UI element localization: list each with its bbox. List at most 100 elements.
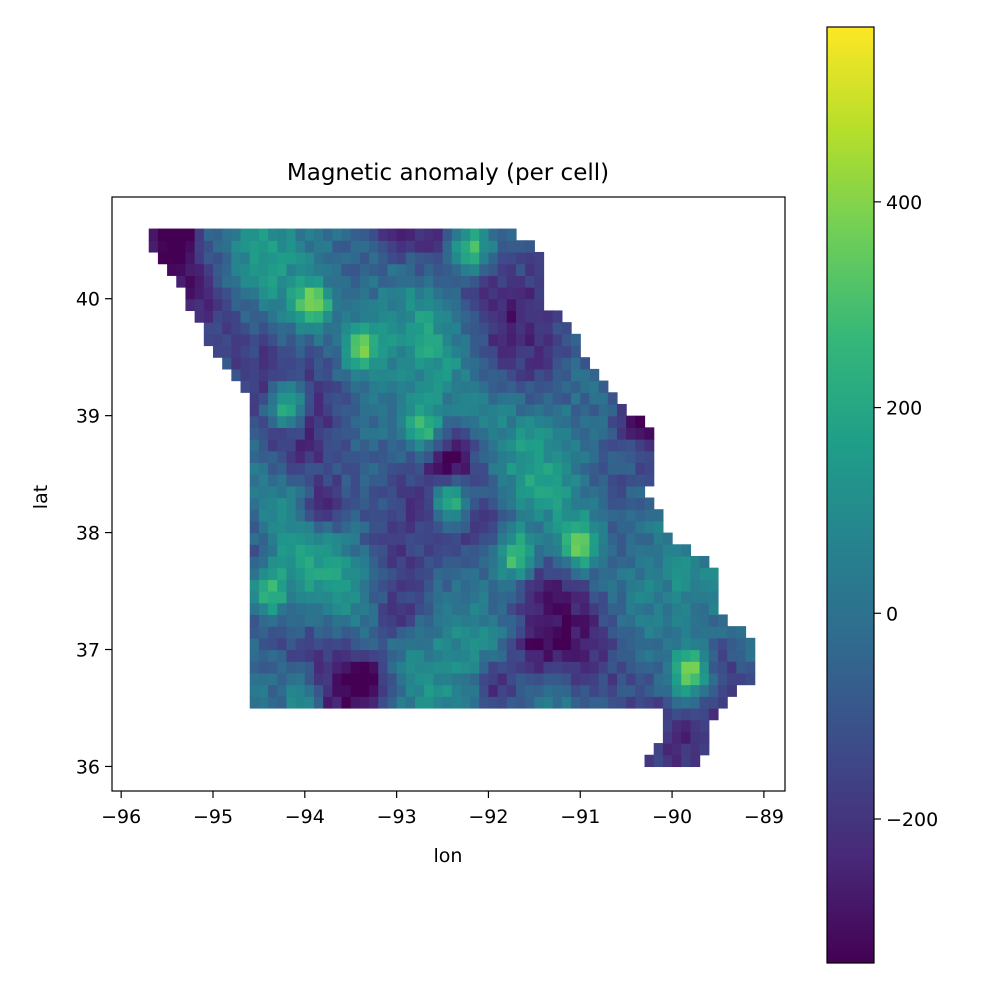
heatmap-cell: [286, 298, 297, 312]
heatmap-cell: [396, 485, 407, 499]
heatmap-cell: [525, 672, 535, 686]
heatmap-cell: [369, 497, 379, 510]
heatmap-cell: [515, 509, 526, 522]
heatmap-cell: [268, 591, 278, 604]
heatmap-cell: [470, 380, 480, 393]
heatmap-cell: [479, 427, 490, 440]
heatmap-cell: [580, 696, 591, 709]
heatmap-cell: [543, 357, 554, 370]
heatmap-cell: [717, 661, 728, 674]
heatmap-cell: [213, 298, 223, 312]
heatmap-cell: [304, 684, 315, 697]
heatmap-cell: [332, 380, 343, 393]
heatmap-cell: [506, 392, 517, 405]
heatmap-cell: [506, 696, 517, 709]
heatmap-cell: [552, 567, 563, 580]
heatmap-cell: [616, 591, 627, 604]
heatmap-cell: [598, 567, 609, 580]
heatmap-cell: [277, 497, 288, 510]
heatmap-cell: [323, 228, 333, 241]
heatmap-cell: [359, 450, 370, 464]
heatmap-cell: [341, 661, 352, 674]
heatmap-cell: [506, 439, 517, 452]
heatmap-cell: [405, 427, 416, 440]
heatmap-cell: [561, 684, 572, 697]
heatmap-cell: [460, 228, 471, 241]
heatmap-cell: [258, 672, 269, 686]
heatmap-cell: [268, 263, 278, 276]
heatmap-cell: [543, 392, 554, 405]
heatmap-cell: [681, 719, 692, 732]
heatmap-cell: [433, 555, 444, 569]
heatmap-cell: [222, 357, 232, 370]
heatmap-cell: [405, 251, 416, 265]
heatmap-cell: [277, 555, 288, 569]
heatmap-cell: [662, 707, 673, 721]
heatmap-cell: [488, 415, 499, 428]
heatmap-cell: [369, 392, 379, 405]
heatmap-cell: [231, 333, 242, 347]
heatmap-cell: [424, 403, 434, 417]
heatmap-cell: [451, 345, 462, 358]
heatmap-cell: [681, 579, 692, 592]
heatmap-cell: [488, 450, 499, 464]
heatmap-cell: [561, 322, 572, 335]
heatmap-cell: [552, 368, 563, 382]
heatmap-cell: [249, 310, 260, 323]
heatmap-cell: [488, 357, 499, 370]
heatmap-cell: [332, 403, 343, 417]
heatmap-cell: [313, 287, 324, 300]
heatmap-cell: [414, 240, 425, 253]
heatmap-cell: [708, 696, 719, 709]
heatmap-cell: [589, 684, 600, 697]
heatmap-cell: [332, 614, 343, 627]
heatmap-cell: [249, 275, 260, 288]
heatmap-cell: [249, 345, 260, 358]
heatmap-cell: [213, 310, 223, 323]
heatmap-cell: [396, 649, 407, 662]
heatmap-cell: [479, 532, 490, 545]
heatmap-cell: [387, 591, 398, 604]
heatmap-cell: [277, 684, 288, 697]
heatmap-cell: [295, 626, 306, 639]
heatmap-cell: [672, 719, 682, 732]
heatmap-cell: [396, 287, 407, 300]
heatmap-cell: [433, 228, 444, 241]
heatmap-cell: [350, 251, 361, 265]
heatmap-cell: [616, 684, 627, 697]
heatmap-cell: [635, 626, 646, 639]
heatmap-cell: [332, 462, 343, 475]
heatmap-cell: [378, 310, 389, 323]
heatmap-cell: [607, 474, 618, 487]
heatmap-cell: [378, 392, 389, 405]
heatmap-cell: [258, 333, 269, 347]
heatmap-cell: [626, 427, 636, 440]
heatmap-cell: [433, 403, 444, 417]
heatmap-cell: [414, 322, 425, 335]
heatmap-cell: [341, 403, 352, 417]
heatmap-cell: [323, 380, 333, 393]
heatmap-cell: [213, 263, 223, 276]
heatmap-cell: [249, 555, 260, 569]
heatmap-cell: [515, 380, 526, 393]
colorbar-tick-label: −200: [886, 809, 938, 831]
heatmap-cell: [653, 672, 664, 686]
heatmap-cell: [690, 684, 701, 697]
x-axis: −96 −95 −94 −93 −92 −91 −90 −89: [101, 791, 784, 828]
heatmap-cell: [672, 743, 682, 756]
heatmap-cell: [580, 591, 591, 604]
heatmap-cell: [525, 287, 535, 300]
heatmap-cell: [304, 287, 315, 300]
heatmap-cell: [433, 532, 444, 545]
heatmap-cell: [313, 591, 324, 604]
heatmap-cell: [515, 275, 526, 288]
heatmap-cell: [534, 555, 545, 569]
heatmap-cell: [460, 240, 471, 253]
heatmap-cell: [369, 626, 379, 639]
heatmap-cell: [442, 333, 453, 347]
heatmap-cell: [405, 509, 416, 522]
heatmap-cell: [185, 228, 196, 241]
heatmap-cell: [277, 450, 288, 464]
heatmap-cell: [460, 474, 471, 487]
heatmap-cell: [268, 684, 278, 697]
